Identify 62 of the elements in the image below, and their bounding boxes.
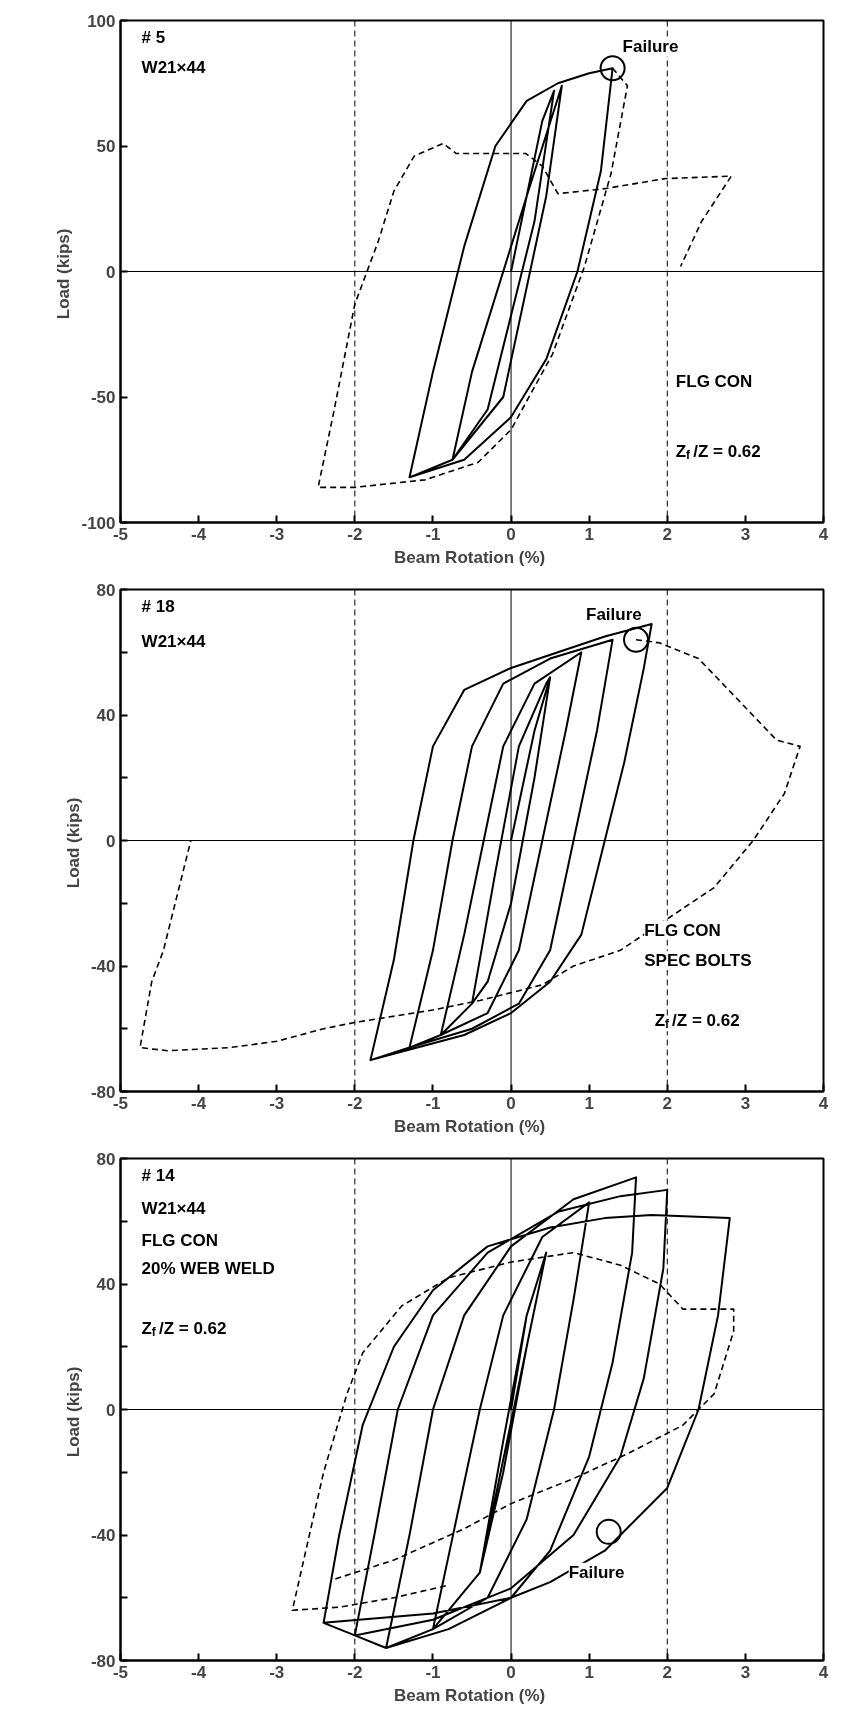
annotation: # 18: [141, 597, 175, 617]
y-tick-label: 0: [106, 831, 116, 851]
x-tick-label: 0: [506, 524, 516, 544]
annotation: Failure: [622, 37, 679, 57]
y-tick-label: 50: [96, 137, 116, 156]
x-tick-label: 4: [818, 1662, 829, 1682]
annotation: FLG CON: [141, 1231, 219, 1251]
x-tick-label: -1: [425, 1662, 441, 1682]
x-tick-label: -2: [347, 1662, 363, 1682]
x-tick-label: -1: [425, 524, 441, 544]
annotation: SPEC BOLTS: [644, 950, 752, 970]
y-tick-label: -100: [81, 513, 116, 533]
annotation: FLG CON: [675, 371, 753, 391]
x-tick-label: -2: [347, 524, 363, 544]
annotation: # 5: [141, 28, 166, 48]
x-tick-label: 3: [740, 524, 751, 544]
x-tick-label: 0: [506, 1662, 516, 1682]
x-tick-label: -1: [425, 1093, 441, 1113]
x-tick-label: 1: [584, 1093, 594, 1113]
y-axis-title: Load (kips): [54, 228, 74, 320]
x-tick-label: 2: [662, 1662, 673, 1682]
y-tick-label: 100: [87, 11, 116, 31]
x-tick-label: -3: [269, 1662, 285, 1682]
y-tick-label: -80: [90, 1082, 116, 1102]
y-axis-title: Load (kips): [63, 797, 83, 889]
x-tick-label: -2: [347, 1093, 363, 1113]
y-tick-label: 0: [106, 262, 116, 282]
x-tick-label: -3: [269, 1093, 285, 1113]
x-tick-label: 4: [818, 1093, 829, 1113]
annotation: W21×44: [141, 58, 206, 78]
y-tick-label: -80: [90, 1651, 116, 1671]
x-tick-label: 0: [506, 1093, 516, 1113]
x-tick-label: -4: [191, 1662, 207, 1682]
x-tick-label: -3: [269, 524, 285, 544]
x-tick-label: 1: [584, 1662, 594, 1682]
y-tick-label: 40: [96, 706, 116, 725]
y-tick-label: 80: [96, 580, 116, 600]
y-tick-label: -50: [90, 388, 116, 407]
x-axis-title: Beam Rotation (%): [394, 1116, 546, 1136]
x-tick-label: -4: [191, 524, 207, 544]
y-tick-label: -40: [90, 957, 116, 976]
y-axis-title: Load (kips): [63, 1366, 83, 1458]
annotation: Failure: [586, 604, 642, 624]
x-tick-label: -4: [191, 1093, 207, 1113]
x-tick-label: 1: [584, 524, 594, 544]
x-tick-label: 3: [740, 1662, 751, 1682]
annotation: 20% WEB WELD: [141, 1258, 275, 1278]
annotation: FLG CON: [644, 920, 721, 940]
annotation: W21×44: [141, 1198, 206, 1218]
x-tick-label: 3: [740, 1093, 751, 1113]
x-tick-label: 2: [662, 524, 673, 544]
y-tick-label: 80: [96, 1149, 116, 1169]
annotation: Failure: [568, 1562, 625, 1582]
y-tick-label: 0: [106, 1400, 116, 1420]
x-tick-label: 4: [818, 524, 829, 544]
y-tick-label: 40: [96, 1275, 116, 1294]
y-tick-label: -40: [90, 1526, 116, 1545]
x-axis-title: Beam Rotation (%): [394, 1685, 546, 1705]
x-axis-title: Beam Rotation (%): [394, 547, 546, 567]
annotation: # 14: [141, 1166, 176, 1186]
x-tick-label: 2: [662, 1093, 673, 1113]
annotation: W21×44: [141, 632, 206, 652]
